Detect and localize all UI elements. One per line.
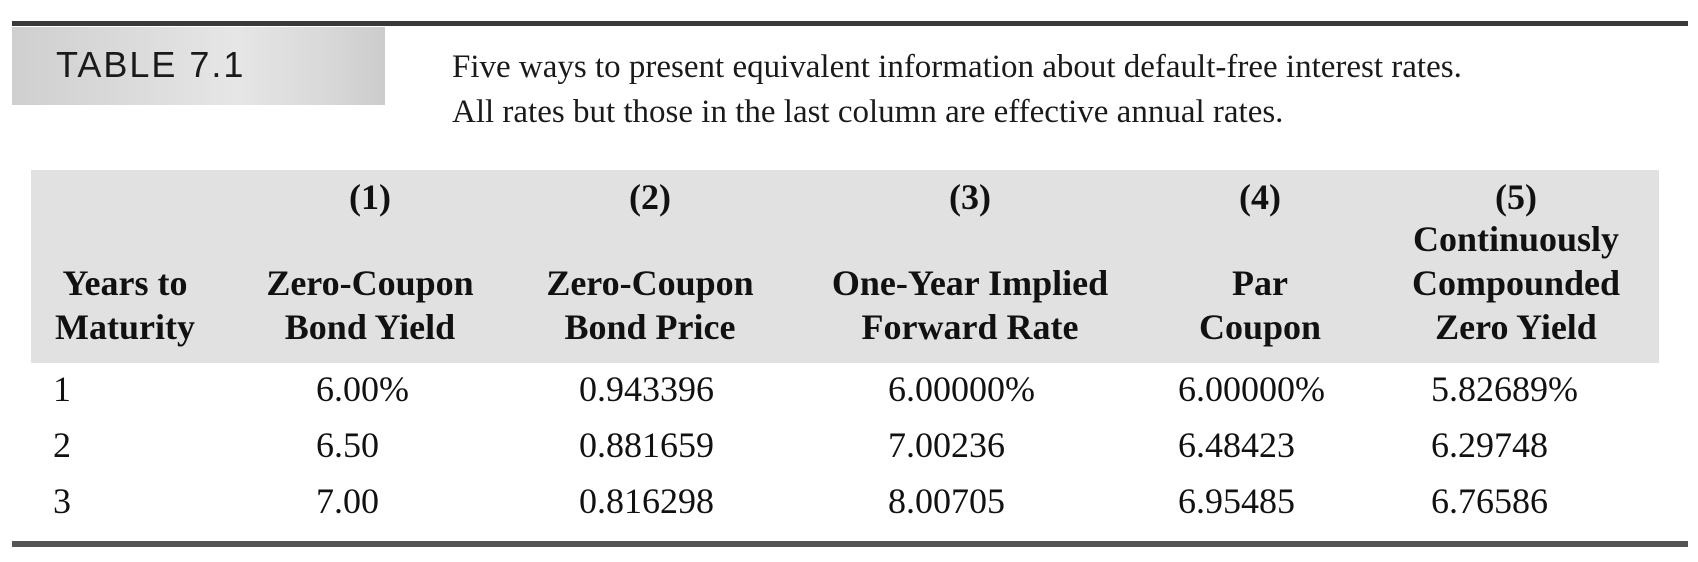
- table-label-box: [12, 27, 385, 105]
- caption-line-1: Five ways to present equivalent informat…: [452, 49, 1462, 85]
- cell-bond-price: 0.943396: [579, 369, 714, 409]
- header-line: One-Year Implied: [831, 263, 1109, 303]
- header-line: Zero-Coupon: [546, 263, 754, 303]
- header-one-year-implied-forward-rate: One-Year Implied Forward Rate: [800, 261, 1140, 349]
- cell-par-coupon: 6.95485: [1178, 481, 1295, 521]
- cell-years: 3: [53, 481, 71, 521]
- column-number-1: (1): [349, 177, 391, 217]
- header-line: Compounded: [1411, 263, 1621, 303]
- header-line: Coupon: [1198, 307, 1322, 347]
- header-line: Par: [1232, 263, 1288, 303]
- cell-bond-yield: 6.00%: [316, 369, 409, 409]
- cell-years: 1: [53, 369, 71, 409]
- cell-continuous-yield: 5.82689%: [1431, 369, 1578, 409]
- header-years-to-maturity: Years to Maturity: [30, 261, 220, 349]
- cell-forward-rate: 8.00705: [888, 481, 1005, 521]
- header-line: Years to: [62, 263, 188, 303]
- header-band: [31, 170, 1659, 363]
- column-number-5: (5): [1495, 177, 1537, 217]
- column-number-3: (3): [949, 177, 991, 217]
- header-line: Continuously: [1412, 219, 1620, 259]
- cell-par-coupon: 6.48423: [1178, 425, 1295, 465]
- cell-par-coupon: 6.00000%: [1178, 369, 1325, 409]
- cell-years: 2: [53, 425, 71, 465]
- cell-forward-rate: 6.00000%: [888, 369, 1035, 409]
- table-label: TABLE 7.1: [56, 44, 246, 85]
- bottom-rule: [12, 541, 1688, 547]
- cell-continuous-yield: 6.29748: [1431, 425, 1548, 465]
- header-line: Bond Price: [564, 307, 736, 347]
- top-rule: [12, 21, 1688, 26]
- header-line: Zero Yield: [1435, 307, 1597, 347]
- header-line: Zero-Coupon: [266, 263, 474, 303]
- cell-bond-price: 0.881659: [579, 425, 714, 465]
- table-caption: Five ways to present equivalent informat…: [452, 45, 1662, 135]
- cell-bond-yield: 6.50: [316, 425, 379, 465]
- column-number-4: (4): [1239, 177, 1281, 217]
- cell-bond-yield: 7.00: [316, 481, 379, 521]
- header-line: Forward Rate: [861, 307, 1079, 347]
- cell-bond-price: 0.816298: [579, 481, 714, 521]
- header-par-coupon: Par Coupon: [1160, 261, 1360, 349]
- cell-forward-rate: 7.00236: [888, 425, 1005, 465]
- header-zero-coupon-bond-yield: Zero-Coupon Bond Yield: [230, 261, 510, 349]
- header-line: Bond Yield: [284, 307, 456, 347]
- cell-continuous-yield: 6.76586: [1431, 481, 1548, 521]
- header-continuously-compounded-zero-yield: Continuously Compounded Zero Yield: [1386, 217, 1646, 349]
- column-number-2: (2): [629, 177, 671, 217]
- header-line: Maturity: [55, 307, 195, 347]
- header-zero-coupon-bond-price: Zero-Coupon Bond Price: [510, 261, 790, 349]
- caption-line-2: All rates but those in the last column a…: [452, 94, 1284, 130]
